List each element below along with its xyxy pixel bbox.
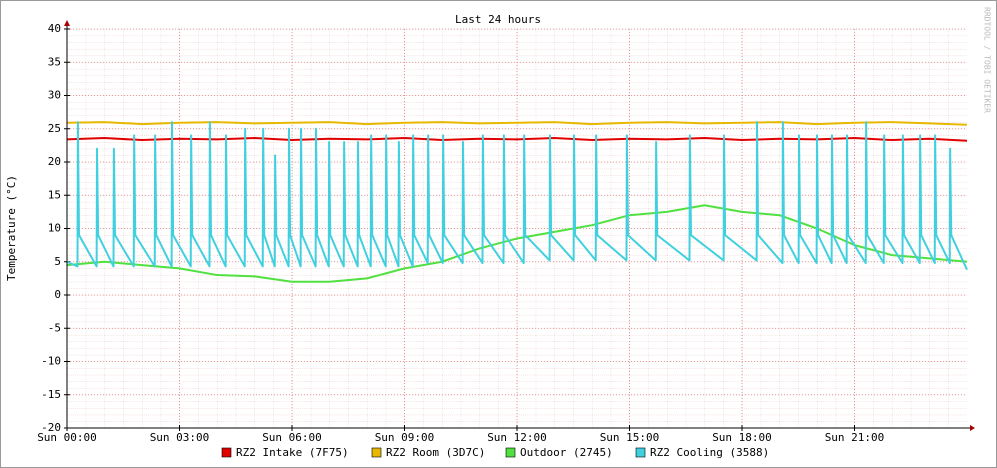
legend-label: RZ2 Intake (7F75) (236, 446, 349, 459)
legend-swatch (371, 447, 382, 458)
legend-swatch (221, 447, 232, 458)
x-tick-label: Sun 09:00 (375, 431, 435, 444)
x-tick-label: Sun 06:00 (262, 431, 322, 444)
x-tick-label: Sun 15:00 (600, 431, 660, 444)
x-tick-label: Sun 12:00 (487, 431, 547, 444)
legend-label: RZ2 Cooling (3588) (650, 446, 769, 459)
series-line (66, 121, 968, 271)
x-arrow (970, 425, 975, 431)
y-tick-label: -5 (48, 321, 61, 334)
y-axis-label: Temperature (°C) (5, 175, 18, 281)
legend-swatch (505, 447, 516, 458)
x-tick-label: Sun 21:00 (825, 431, 885, 444)
y-tick-label: 35 (48, 55, 61, 68)
y-tick-label: 10 (48, 222, 61, 235)
x-tick-label: Sun 18:00 (712, 431, 772, 444)
legend-swatch (635, 447, 646, 458)
series-line (66, 121, 968, 126)
y-arrow (64, 20, 70, 26)
x-tick-label: Sun 03:00 (150, 431, 210, 444)
y-tick-label: 25 (48, 122, 61, 135)
y-tick-label: -20 (41, 421, 61, 434)
x-tick-label: Sun 00:00 (37, 431, 97, 444)
chart-title: Last 24 hours (455, 13, 541, 26)
legend-label: Outdoor (2745) (520, 446, 613, 459)
watermark: RRDTOOL / TOBI OETIKER (983, 7, 992, 113)
y-tick-label: 20 (48, 155, 61, 168)
y-tick-label: 30 (48, 89, 61, 102)
y-tick-label: 40 (48, 22, 61, 35)
y-tick-label: -15 (41, 388, 61, 401)
y-tick-label: 5 (54, 255, 61, 268)
y-tick-label: 0 (54, 288, 61, 301)
y-tick-label: -10 (41, 355, 61, 368)
y-tick-label: 15 (48, 188, 61, 201)
legend-label: RZ2 Room (3D7C) (386, 446, 485, 459)
